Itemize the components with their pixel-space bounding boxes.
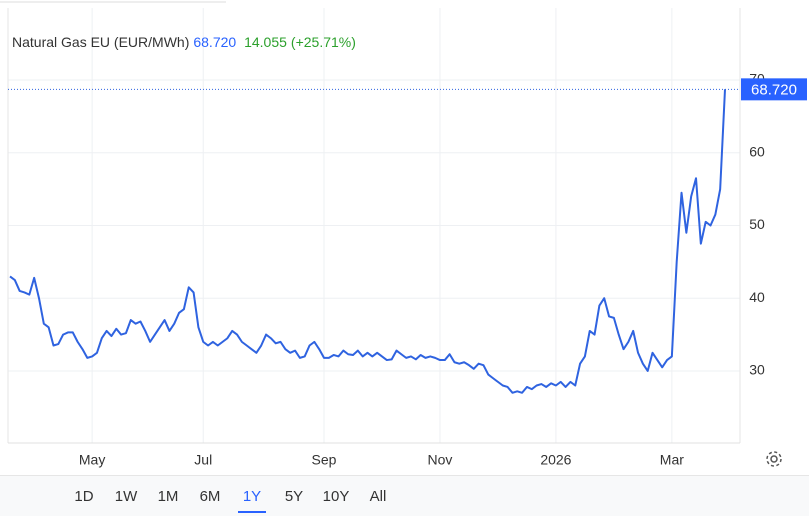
last-price-tag	[741, 78, 807, 101]
range-button[interactable]: 10Y	[322, 488, 350, 505]
x-tick-label: Mar	[660, 452, 684, 468]
y-tick-label: 30	[749, 362, 765, 378]
range-selector: 1D 1W 1M 6M 1Y 5Y 10Y All	[0, 475, 809, 516]
range-button[interactable]: All	[369, 488, 387, 505]
x-tick-label: 2026	[540, 452, 571, 468]
chart: MayJulSepNov2026Mar304050607068.720	[0, 1, 807, 468]
range-button[interactable]: 1W	[114, 488, 138, 505]
y-tick-label: 50	[749, 216, 765, 232]
legend: Natural Gas EU (EUR/MWh) 68.720 14.055 (+2…	[12, 34, 360, 50]
title: Natural Gas EU (EUR/MWh)	[12, 34, 190, 50]
x-tick-label: Jul	[194, 452, 212, 468]
y-tick-label: 60	[749, 143, 765, 159]
price-line	[9, 89, 726, 394]
last-price-label: 68.720	[751, 81, 797, 98]
range-button[interactable]: 1M	[157, 488, 179, 505]
range-button[interactable]: 5Y	[284, 488, 304, 505]
x-tick-label: May	[79, 452, 105, 468]
y-tick-label: 40	[749, 289, 765, 305]
range-button[interactable]: 1Y	[238, 476, 266, 513]
range-button[interactable]: 6M	[199, 488, 221, 505]
settings-icon[interactable]	[766, 451, 782, 467]
change-pct: (+25.71%)	[290, 34, 356, 50]
x-tick-label: Nov	[428, 452, 453, 468]
x-tick-label: Sep	[312, 452, 337, 468]
price: 68.720	[193, 34, 237, 50]
change: 14.055	[244, 34, 287, 50]
range-button[interactable]: 1D	[74, 488, 94, 505]
